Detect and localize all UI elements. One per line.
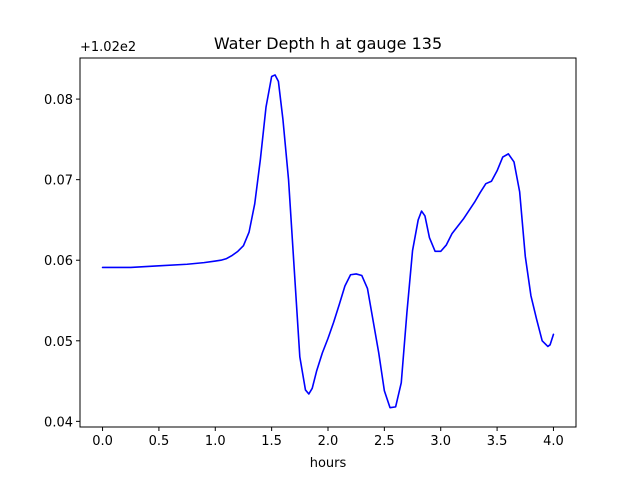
axes-layer: 0.0 0.5 1.0 1.5 2.0 2.5 3.0 3.5 4.0 0.04 0.05 0.06 0… bbox=[44, 57, 577, 449]
y-tick-label: 0.04 bbox=[44, 415, 73, 430]
x-axis-label: hours bbox=[310, 456, 347, 471]
series-line-0 bbox=[101, 74, 555, 409]
chart-title: Water Depth h at gauge 135 bbox=[214, 34, 442, 53]
x-tick-label: 2.0 bbox=[318, 434, 339, 449]
y-tick-label: 0.06 bbox=[44, 254, 73, 269]
y-tick-label: 0.07 bbox=[44, 174, 73, 189]
series-layer bbox=[101, 74, 555, 409]
y-offset-label: +1.02e2 bbox=[80, 40, 136, 55]
plot-area bbox=[80, 58, 576, 427]
x-tick-label: 1.0 bbox=[205, 434, 226, 449]
x-tick-label: 3.0 bbox=[430, 434, 451, 449]
x-tick-label: 2.5 bbox=[374, 434, 395, 449]
y-tick-label: 0.08 bbox=[44, 93, 73, 108]
x-tick-label: 4.0 bbox=[543, 434, 564, 449]
x-tick-label: 3.5 bbox=[487, 434, 508, 449]
x-tick-label: 0.0 bbox=[92, 434, 113, 449]
x-tick-label: 0.5 bbox=[149, 434, 170, 449]
x-tick-label: 1.5 bbox=[261, 434, 282, 449]
y-tick-label: 0.05 bbox=[44, 335, 73, 350]
